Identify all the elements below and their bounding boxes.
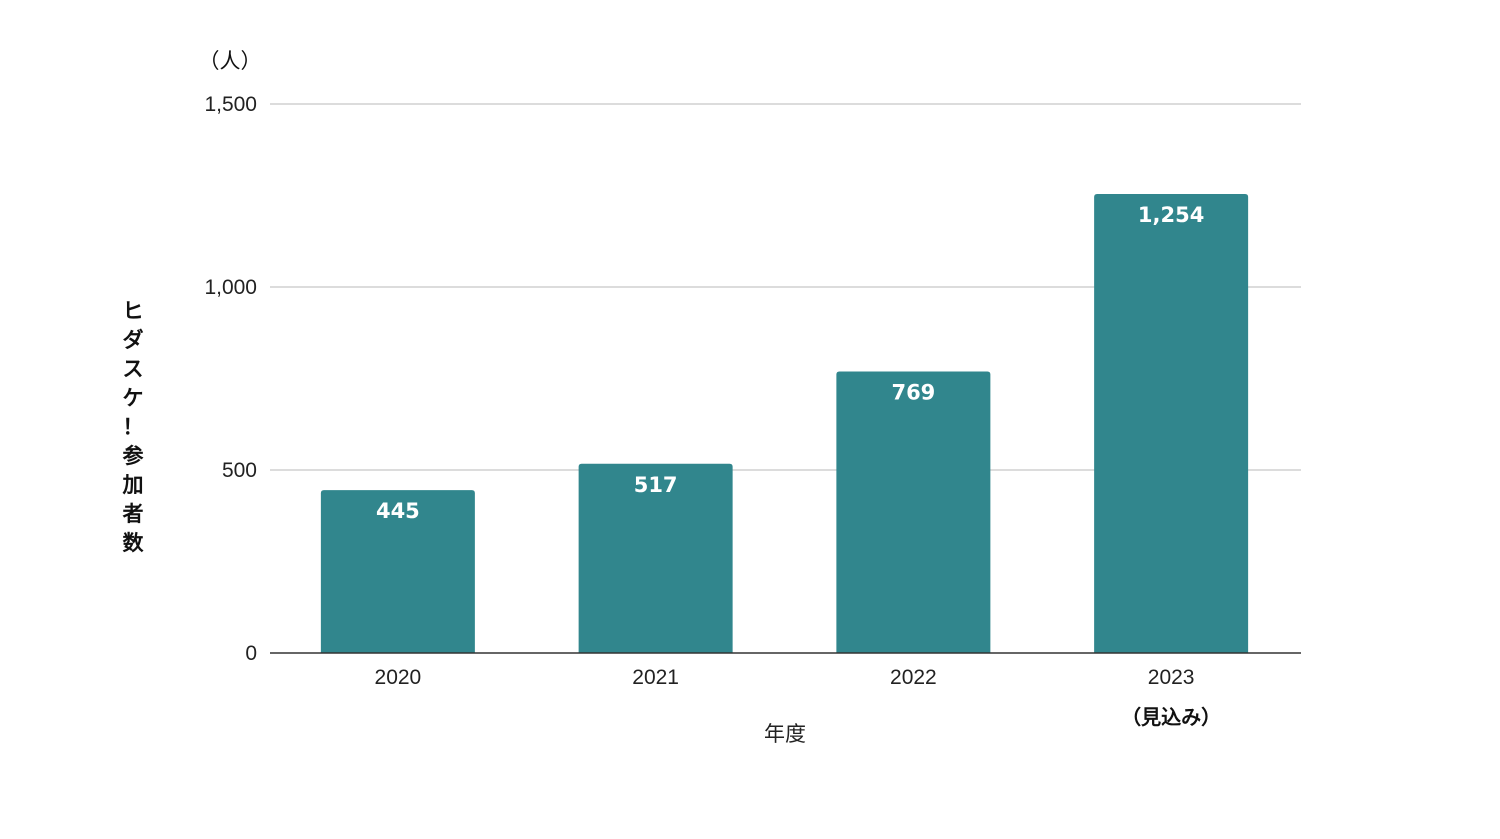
data-label-2021: 517 <box>634 473 678 497</box>
bar-2023 <box>1094 194 1249 653</box>
data-label-2022: 769 <box>891 381 935 405</box>
y-axis-title-char: 数 <box>123 531 145 555</box>
x-tick-label: 2023 <box>1148 666 1195 689</box>
x-axis-title: 年度 <box>764 722 806 746</box>
x-tick-label: 2020 <box>375 666 422 689</box>
y-axis-title-char: ス <box>123 357 144 381</box>
x-tick-label: 2022 <box>890 666 937 689</box>
y-axis-unit-label: （人） <box>199 49 262 73</box>
y-tick-label: 0 <box>245 642 257 665</box>
y-axis-title-char: 加 <box>122 473 144 497</box>
y-tick-label: 1,500 <box>204 93 257 116</box>
y-axis-title-char: ！ <box>123 415 144 439</box>
y-tick-label: 500 <box>222 459 257 482</box>
data-label-2020: 445 <box>376 499 420 523</box>
bar-2022 <box>836 371 991 653</box>
y-axis-title-char: 者 <box>123 502 144 526</box>
bar-2021 <box>578 463 733 653</box>
y-tick-label: 1,000 <box>204 276 257 299</box>
y-axis-title-char: ケ <box>123 386 144 410</box>
bar-2020 <box>320 490 475 653</box>
y-axis-title-char: 参 <box>123 444 144 468</box>
x-tick-label: 2021 <box>632 666 679 689</box>
data-labels: 445 517 769 1,254 <box>376 203 1204 523</box>
y-axis-title-char: ダ <box>123 328 144 352</box>
y-axis-tick-labels: 0 500 1,000 1,500 <box>204 93 257 665</box>
x-axis-tick-labels: 2020 2021 2022 2023 （見込み） <box>375 666 1222 729</box>
y-axis-title-char: ヒ <box>123 299 144 323</box>
bars <box>320 194 1249 653</box>
x-tick-note: （見込み） <box>1121 705 1221 729</box>
data-label-2023: 1,254 <box>1138 203 1204 227</box>
